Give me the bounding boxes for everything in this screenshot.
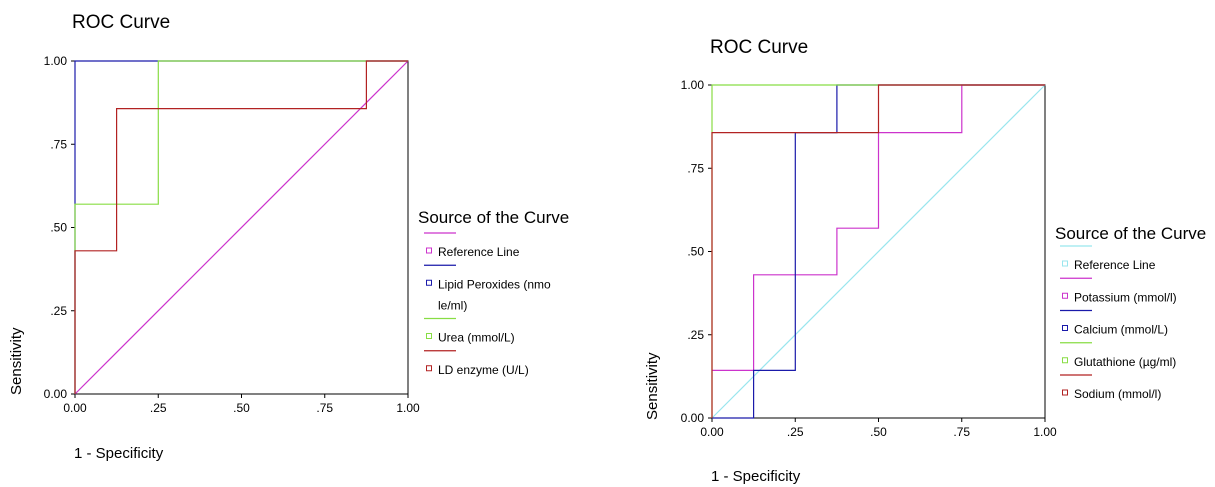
chart2-legend-label: Sodium (mmol/l)	[1074, 387, 1161, 401]
chart1-x-tick-label: .75	[316, 401, 333, 415]
chart1-legend-marker	[426, 333, 432, 339]
chart2-series-line	[712, 84, 1045, 419]
chart2-series-line	[711, 84, 1045, 418]
chart1-y-tick-label: .25	[50, 304, 67, 318]
chart2-y-tick-label: .50	[687, 245, 704, 259]
chart1-x-tick-label: .25	[150, 401, 167, 415]
chart1-legend-label: Reference Line	[438, 245, 520, 259]
chart2-legend-marker	[1062, 389, 1068, 396]
chart2-x-tick-label: .50	[870, 425, 887, 439]
chart1-xlabel: 1 - Specificity	[74, 445, 164, 462]
chart1-y-tick-label: .50	[50, 221, 67, 235]
chart2-legend-label: Potassium (mmol/l)	[1074, 290, 1177, 304]
chart2-legend-marker	[1062, 292, 1068, 299]
chart2-title: ROC Curve	[710, 37, 809, 58]
chart2-x-tick-label: 0.00	[700, 425, 724, 439]
chart2-legend-title: Source of the Curve	[1055, 224, 1207, 243]
chart1-x-tick-label: .50	[233, 401, 250, 415]
chart2-x-tick-label: .25	[787, 425, 804, 439]
chart2-y-tick-label: .25	[687, 328, 704, 342]
chart2-legend-marker	[1062, 357, 1068, 364]
chart2-x-tick-label: 1.00	[1033, 425, 1057, 439]
chart1-legend-label: LD enzyme (U/L)	[438, 363, 529, 377]
chart1-legend-marker	[426, 279, 432, 286]
chart1-x-tick-label: 0.00	[63, 401, 87, 415]
chart1-legend-label: le/ml)	[438, 298, 467, 312]
chart2-series-line	[712, 84, 1045, 371]
chart1-legend-title: Source of the Curve	[418, 208, 570, 227]
chart2-legend-marker	[1062, 325, 1068, 331]
chart1-legend-marker	[426, 247, 432, 254]
chart1-legend-marker	[426, 365, 432, 372]
chart1-legend-label: Urea (mmol/L)	[438, 331, 515, 345]
chart2-legend-label: Calcium (mmol/L)	[1074, 323, 1168, 337]
chart2-legend-label: Glutathione (µg/ml)	[1074, 355, 1176, 369]
chart2-xlabel: 1 - Specificity	[711, 468, 801, 485]
chart2-x-tick-label: .75	[953, 425, 970, 439]
chart2-y-tick-label: 1.00	[681, 78, 705, 92]
chart1-y-tick-label: .75	[50, 137, 67, 151]
chart2-y-tick-label: 0.00	[681, 411, 705, 425]
chart2-series-line	[711, 84, 1046, 419]
chart1-legend-label: Lipid Peroxides (nmo	[438, 277, 551, 291]
chart1-title: ROC Curve	[72, 12, 171, 33]
chart1-y-tick-label: 1.00	[44, 54, 68, 68]
chart2-y-tick-label: .75	[687, 161, 704, 175]
chart1-y-tick-label: 0.00	[44, 387, 68, 401]
chart1-series-line	[74, 60, 409, 395]
chart2-legend-label: Reference Line	[1074, 258, 1156, 272]
chart2-legend-marker	[1062, 260, 1068, 267]
chart1-series-line	[74, 60, 408, 394]
chart1-x-tick-label: 1.00	[396, 401, 420, 415]
